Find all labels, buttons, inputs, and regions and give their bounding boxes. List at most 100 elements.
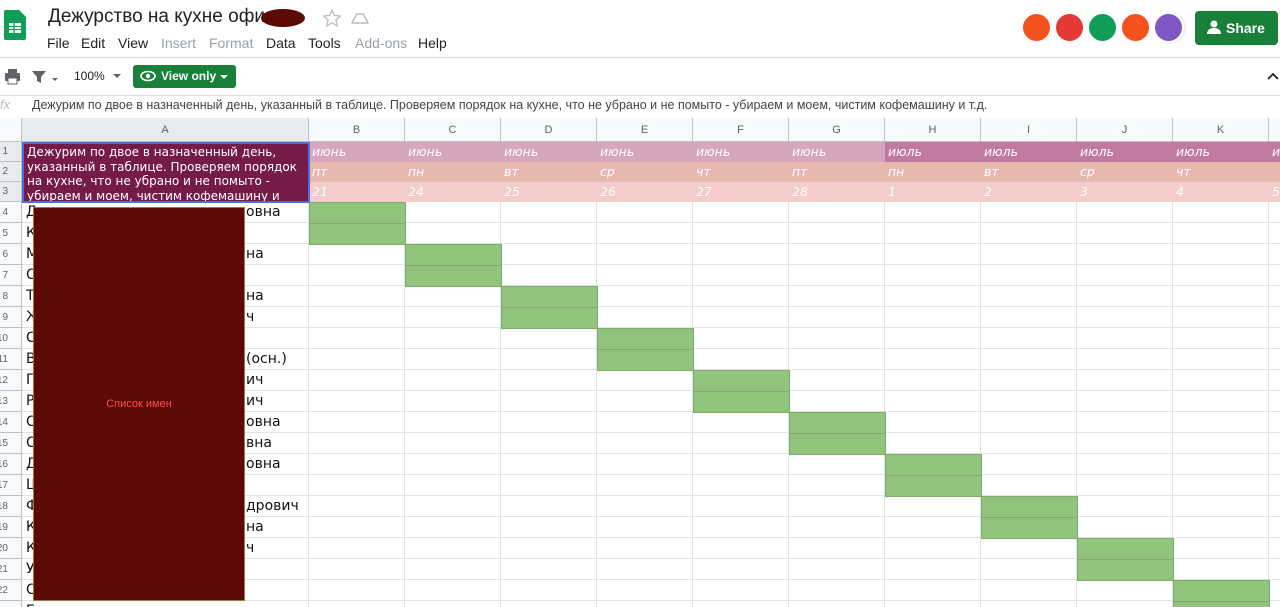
row-header[interactable]: 18 — [0, 496, 22, 517]
grid: ABCDEFGHIJK12345678910111213141516171819… — [0, 118, 1280, 607]
row-header[interactable]: 12 — [0, 370, 22, 391]
row-header[interactable]: 20 — [0, 538, 22, 559]
row-header[interactable]: 11 — [0, 349, 22, 370]
cell — [1269, 370, 1280, 391]
cell — [1077, 433, 1173, 454]
zoom[interactable]: 100% — [74, 69, 105, 83]
name-right: ч — [246, 540, 255, 556]
cell — [309, 517, 405, 538]
column-header[interactable]: E — [597, 118, 693, 142]
cell — [1077, 265, 1173, 286]
column-header[interactable]: G — [789, 118, 885, 142]
divider — [0, 57, 1280, 58]
avatar[interactable] — [1120, 12, 1151, 43]
row-header[interactable]: 22 — [0, 580, 22, 601]
avatar[interactable] — [1021, 12, 1052, 43]
cell — [1173, 475, 1269, 496]
cell — [885, 601, 981, 607]
name-right: овна — [246, 414, 281, 430]
menu-item[interactable]: Tools — [308, 35, 341, 51]
cell — [597, 307, 693, 328]
row-header[interactable]: 14 — [0, 412, 22, 433]
name-left: Т — [26, 288, 35, 304]
collapse[interactable] — [1266, 70, 1280, 82]
menu-item[interactable]: View — [118, 35, 149, 51]
row-header[interactable]: 8 — [0, 286, 22, 307]
share-button[interactable]: Share — [1195, 11, 1278, 45]
column-header[interactable]: C — [405, 118, 501, 142]
duty-cell — [1173, 580, 1270, 602]
cell — [885, 265, 981, 286]
column-header[interactable]: H — [885, 118, 981, 142]
cell — [693, 202, 789, 223]
row-header[interactable]: 19 — [0, 517, 22, 538]
column-header[interactable]: J — [1077, 118, 1173, 142]
cell — [789, 475, 885, 496]
row-header[interactable]: 16 — [0, 454, 22, 475]
cell — [405, 538, 501, 559]
row-header[interactable]: 10 — [0, 328, 22, 349]
column-header[interactable]: A — [22, 118, 309, 142]
cell — [597, 244, 693, 265]
row-header[interactable]: 1 — [0, 142, 22, 162]
menu-item[interactable]: Format — [209, 35, 254, 51]
cell — [597, 496, 693, 517]
cell — [597, 601, 693, 607]
row-header[interactable]: 2 — [0, 162, 22, 182]
redaction-box — [33, 207, 245, 601]
cell — [597, 580, 693, 601]
row-header[interactable]: 13 — [0, 391, 22, 412]
cell — [981, 286, 1077, 307]
cell — [693, 223, 789, 244]
view-icons — [140, 70, 228, 82]
column-header[interactable]: B — [309, 118, 405, 142]
menu-item[interactable]: Insert — [161, 35, 197, 51]
menu-item[interactable]: File — [47, 35, 70, 51]
cell — [1269, 475, 1280, 496]
header-text: пн — [408, 164, 425, 179]
row-header[interactable]: 3 — [0, 182, 22, 202]
cell — [309, 496, 405, 517]
row-header[interactable]: 7 — [0, 265, 22, 286]
row-header[interactable]: 4 — [0, 202, 22, 223]
doc-title[interactable]: Дежурство на кухне офис — [48, 6, 275, 27]
duty-cell — [1077, 559, 1174, 581]
cell — [1077, 370, 1173, 391]
cell — [597, 412, 693, 433]
cell — [597, 454, 693, 475]
cell — [1173, 328, 1269, 349]
row-header[interactable]: 21 — [0, 559, 22, 580]
column-header[interactable]: F — [693, 118, 789, 142]
row-header[interactable]: 15 — [0, 433, 22, 454]
cell — [981, 601, 1077, 607]
menu-item[interactable]: Edit — [81, 35, 106, 51]
row-header[interactable]: 6 — [0, 244, 22, 265]
avatar[interactable] — [1153, 12, 1184, 43]
avatar[interactable] — [1054, 12, 1085, 43]
cell — [981, 223, 1077, 244]
avatar[interactable] — [1087, 12, 1118, 43]
header-cell — [693, 162, 789, 182]
row-header[interactable]: 9 — [0, 307, 22, 328]
header-cell — [597, 162, 693, 182]
header-text: 28 — [792, 184, 808, 199]
row-header[interactable]: 5 — [0, 223, 22, 244]
cell — [597, 223, 693, 244]
header-cell — [981, 182, 1077, 202]
formula-content: Дежурим по двое в назначенный день, указ… — [32, 98, 988, 112]
merged-cell-a1[interactable]: Дежурим по двое в назначенный день, указ… — [22, 142, 310, 203]
menu-item[interactable]: Help — [418, 35, 447, 51]
name-right: овна — [246, 204, 281, 220]
row-header[interactable]: 23 — [0, 601, 22, 607]
header-cell — [885, 162, 981, 182]
menu-item[interactable]: Data — [266, 35, 296, 51]
column-header[interactable]: K — [1173, 118, 1269, 142]
view-only-button[interactable]: View only — [133, 65, 236, 88]
row-header[interactable]: 17 — [0, 475, 22, 496]
column-header[interactable]: I — [981, 118, 1077, 142]
cell — [309, 454, 405, 475]
column-header[interactable]: D — [501, 118, 597, 142]
header-cell — [1269, 182, 1280, 202]
menu-item[interactable]: Add-ons — [355, 35, 408, 51]
cell — [789, 517, 885, 538]
